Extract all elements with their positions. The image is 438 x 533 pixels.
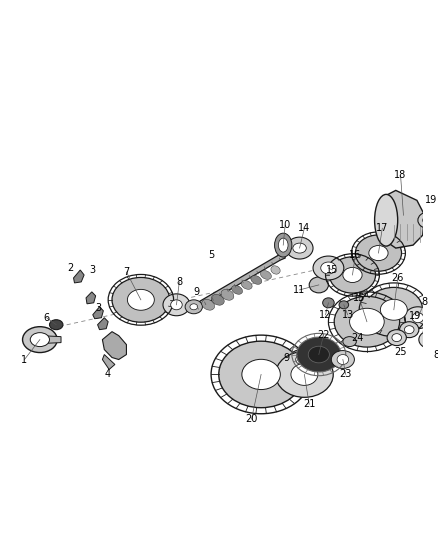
Ellipse shape [163,294,190,316]
Ellipse shape [219,341,304,408]
Ellipse shape [374,195,398,246]
Ellipse shape [392,334,402,342]
Ellipse shape [365,287,423,332]
Ellipse shape [331,351,354,368]
Text: 24: 24 [351,333,364,343]
Ellipse shape [399,322,419,337]
Ellipse shape [279,238,288,252]
Ellipse shape [404,307,431,329]
Ellipse shape [261,271,272,279]
Ellipse shape [404,326,414,334]
Text: 22: 22 [318,329,330,340]
Text: 3: 3 [95,303,102,313]
Ellipse shape [289,350,314,369]
Ellipse shape [242,359,280,390]
Ellipse shape [296,354,307,365]
Polygon shape [40,336,61,344]
Ellipse shape [426,336,435,344]
Text: 5: 5 [208,250,214,260]
Text: 6: 6 [43,313,49,323]
Ellipse shape [221,289,234,300]
Text: 23: 23 [339,369,352,379]
Text: 8: 8 [421,297,427,307]
Ellipse shape [412,313,424,322]
Ellipse shape [369,246,388,261]
Text: 12: 12 [319,310,332,320]
Text: 15: 15 [353,293,365,303]
Text: 8: 8 [176,277,182,287]
Ellipse shape [423,216,432,224]
Text: 1: 1 [21,354,28,365]
Ellipse shape [293,243,306,253]
Ellipse shape [297,337,341,372]
Ellipse shape [276,352,333,397]
Ellipse shape [309,277,328,293]
Ellipse shape [49,320,63,330]
Text: 7: 7 [124,267,130,277]
Ellipse shape [232,286,243,294]
Text: 26: 26 [392,273,404,283]
Text: 15: 15 [326,265,339,275]
Ellipse shape [313,256,344,280]
Text: 17: 17 [376,223,389,233]
Text: 3: 3 [90,265,96,275]
Ellipse shape [380,300,407,320]
Ellipse shape [339,301,349,309]
Text: 11: 11 [293,285,306,295]
Text: 20: 20 [245,414,258,424]
Polygon shape [93,307,103,319]
Ellipse shape [418,212,437,228]
Text: 19: 19 [425,196,438,205]
Ellipse shape [185,300,202,314]
Ellipse shape [323,298,334,308]
Ellipse shape [387,330,406,345]
Ellipse shape [202,300,215,310]
Polygon shape [98,318,108,330]
Ellipse shape [22,327,57,352]
Ellipse shape [30,333,49,346]
Ellipse shape [291,364,318,385]
Ellipse shape [286,237,313,259]
Ellipse shape [343,268,362,282]
Text: 2: 2 [67,263,74,273]
Ellipse shape [275,233,292,257]
Ellipse shape [329,257,375,293]
Text: 13: 13 [342,310,354,320]
Text: 9: 9 [283,352,289,362]
Ellipse shape [350,308,384,335]
Polygon shape [382,190,424,248]
Ellipse shape [308,346,329,363]
Text: 19: 19 [409,311,421,321]
Ellipse shape [241,280,252,289]
Text: 14: 14 [298,223,311,233]
Polygon shape [102,354,115,369]
Text: 18: 18 [395,171,407,181]
Text: 25: 25 [394,346,407,357]
Ellipse shape [321,262,336,274]
Text: 16: 16 [349,250,361,260]
Ellipse shape [127,289,154,310]
Text: 8: 8 [433,350,438,360]
Polygon shape [194,252,285,312]
Text: 10: 10 [279,220,291,230]
Text: 4: 4 [104,369,110,379]
Ellipse shape [171,300,182,310]
Ellipse shape [190,304,198,310]
Ellipse shape [212,294,224,305]
Polygon shape [74,270,84,283]
Ellipse shape [271,266,280,274]
Ellipse shape [112,278,170,322]
Ellipse shape [343,337,357,346]
Polygon shape [86,292,95,304]
Ellipse shape [251,276,262,284]
Ellipse shape [419,330,438,349]
Ellipse shape [355,235,402,271]
Text: 9: 9 [194,287,200,297]
Ellipse shape [337,354,349,365]
Text: 21: 21 [303,399,315,409]
Ellipse shape [334,296,399,347]
Polygon shape [102,332,127,360]
